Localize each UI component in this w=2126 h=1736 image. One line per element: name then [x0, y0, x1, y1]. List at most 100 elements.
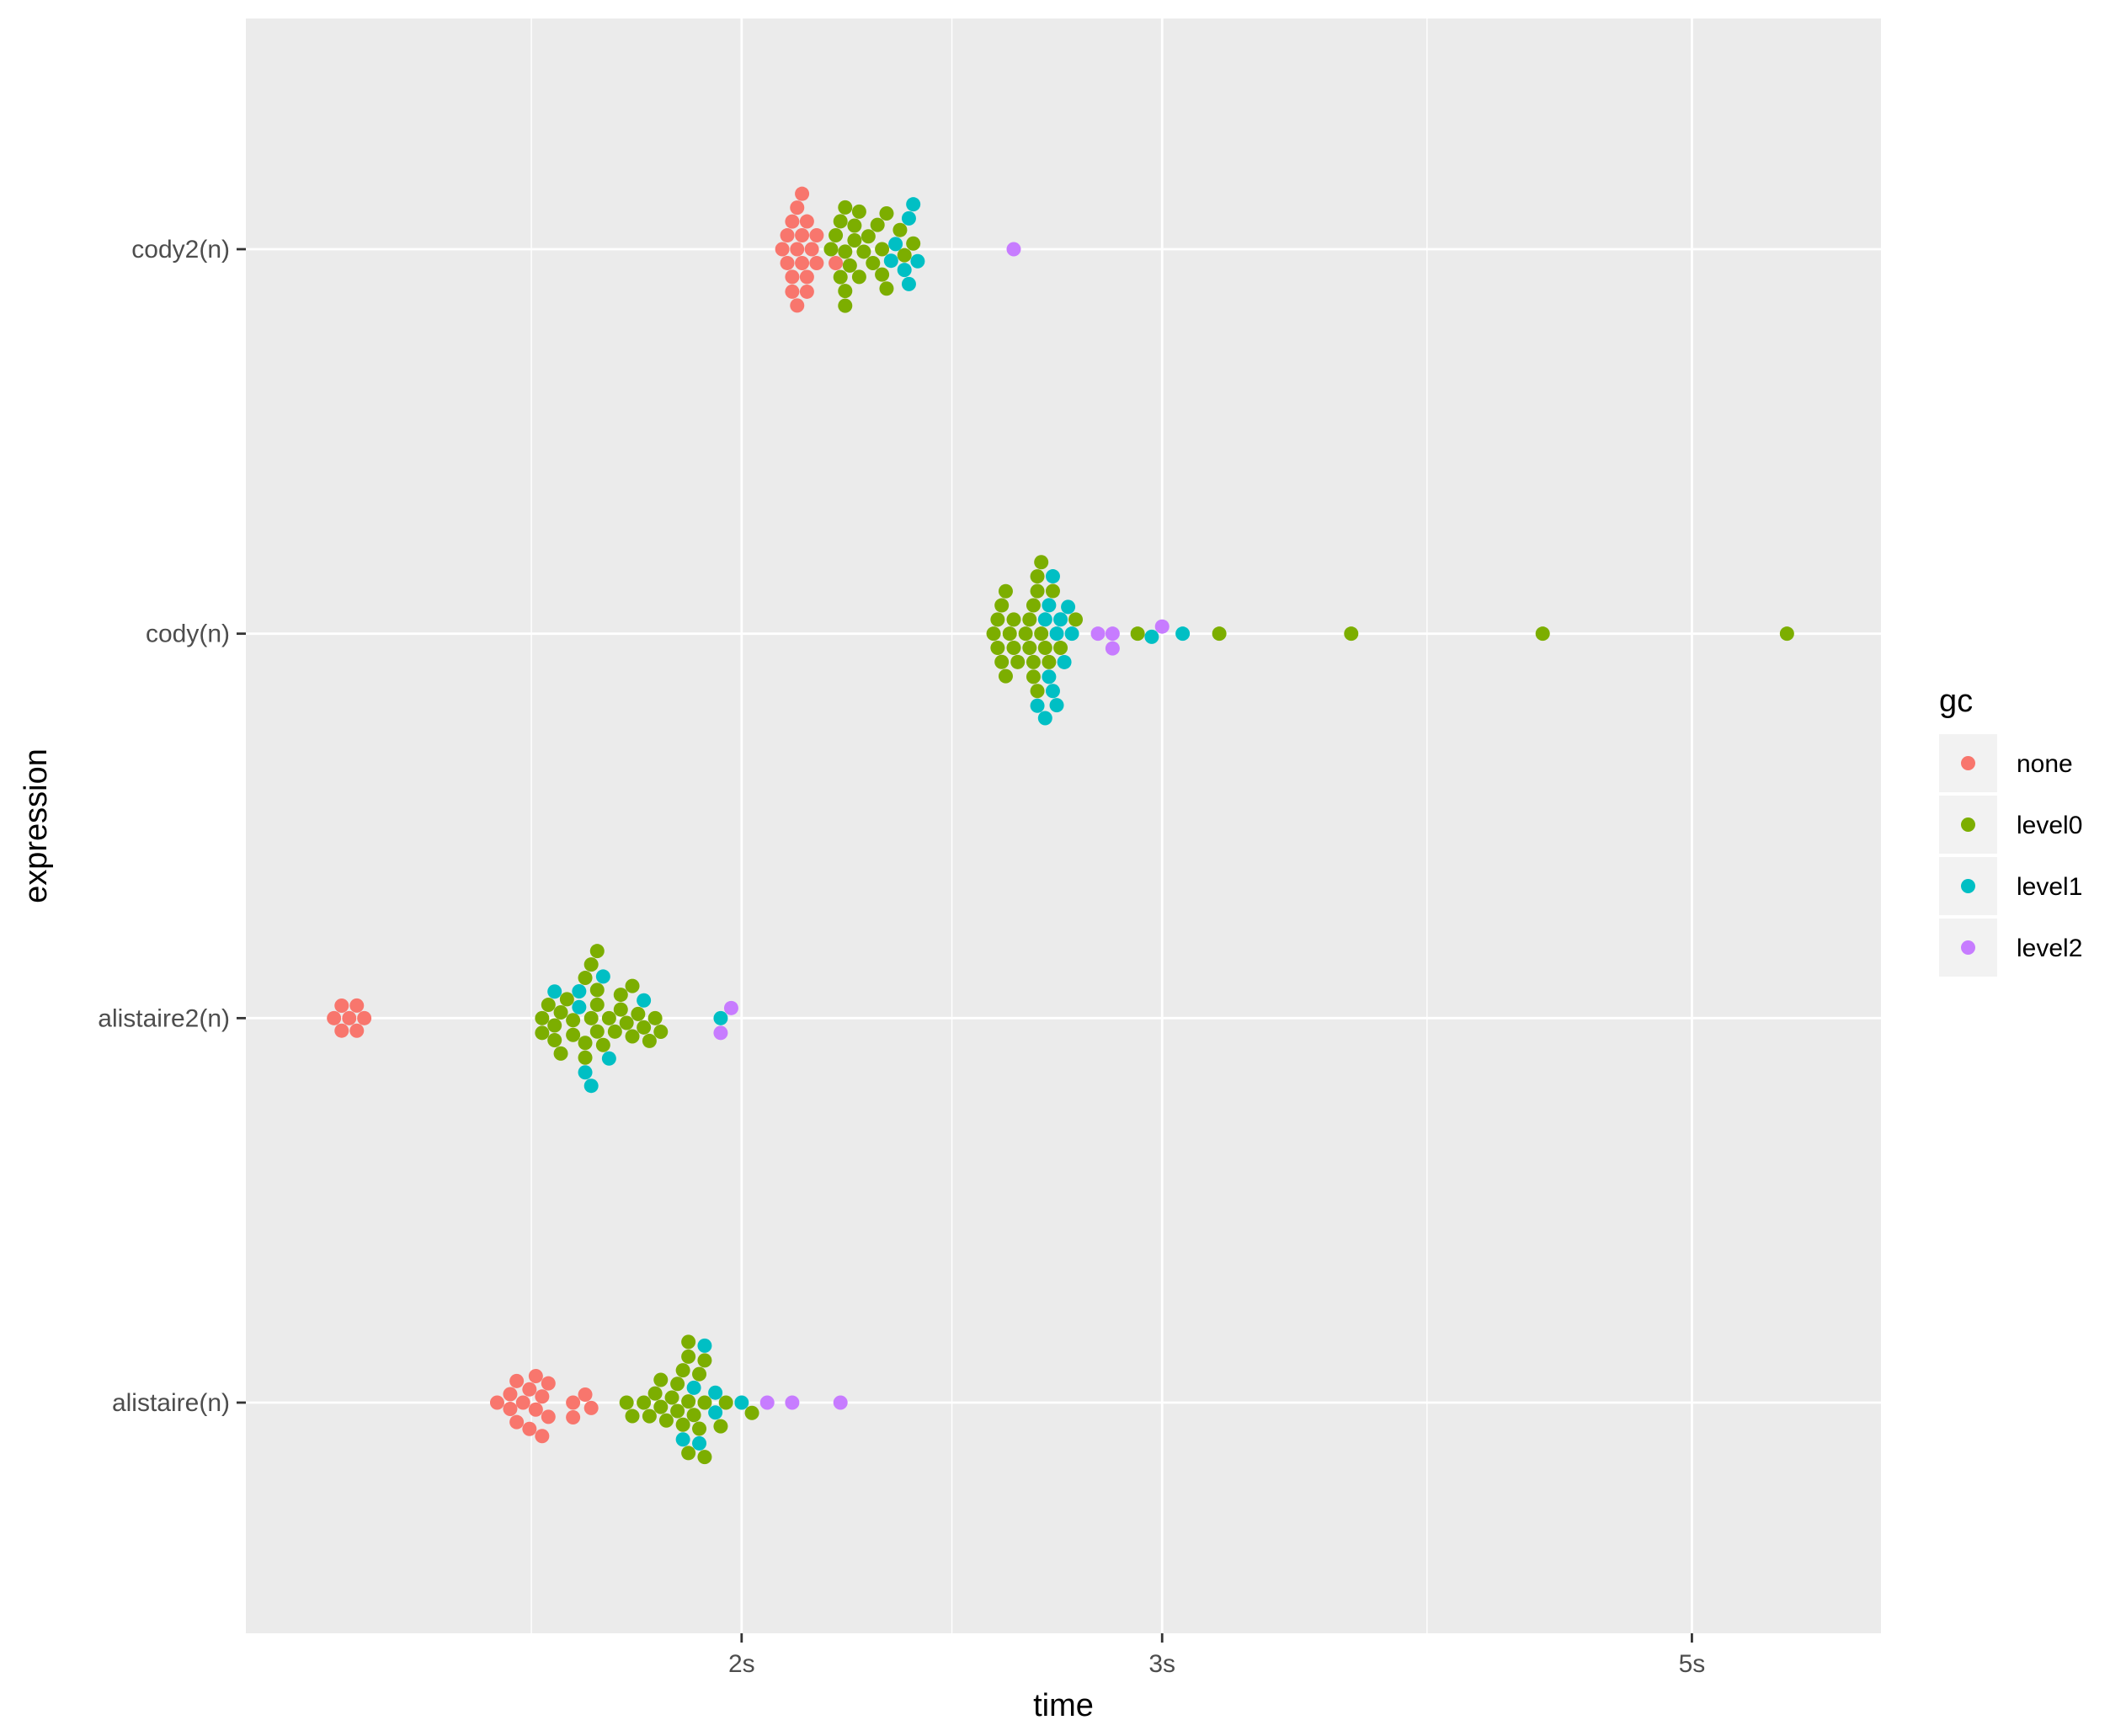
legend-title: gc — [1939, 684, 1973, 719]
point-level0 — [829, 227, 844, 242]
point-level2 — [723, 1000, 738, 1015]
point-level0 — [681, 1446, 696, 1461]
point-level0 — [647, 1010, 663, 1025]
point-level0 — [619, 1015, 634, 1030]
point-level0 — [1779, 626, 1794, 642]
point-level2 — [1105, 641, 1120, 656]
point-level1 — [1037, 612, 1052, 627]
point-level0 — [553, 1046, 568, 1061]
point-level1 — [1045, 569, 1060, 584]
point-level1 — [1042, 669, 1057, 684]
y-axis: alistaire(n) alistaire2(n) cody(n) cody2(n) — [98, 236, 246, 1417]
point-level0 — [686, 1408, 701, 1423]
point-level0 — [637, 1395, 652, 1410]
point-level0 — [842, 258, 857, 273]
point-none — [566, 1410, 581, 1424]
point-level2 — [759, 1395, 775, 1410]
point-level0 — [653, 1399, 669, 1414]
point-level1 — [595, 969, 610, 984]
point-level0 — [990, 640, 1005, 655]
point-level0 — [647, 1386, 663, 1401]
point-level0 — [906, 236, 921, 251]
point-none — [528, 1402, 543, 1417]
point-level0 — [553, 1005, 568, 1020]
point-level0 — [601, 1010, 616, 1025]
point-level0 — [595, 1037, 610, 1052]
point-none — [780, 228, 795, 243]
x-axis: 2s 3s 5s — [728, 1633, 1705, 1678]
point-level0 — [998, 668, 1013, 684]
point-none — [790, 298, 805, 313]
point-level0 — [1034, 555, 1049, 570]
point-level0 — [535, 1025, 550, 1041]
point-level0 — [697, 1450, 712, 1465]
point-level2 — [1090, 626, 1106, 642]
point-level0 — [566, 1027, 581, 1042]
point-none — [583, 1400, 599, 1415]
y-axis-title: expression — [19, 748, 54, 903]
point-none — [795, 255, 810, 270]
point-level0 — [847, 232, 862, 248]
point-none — [799, 214, 814, 229]
point-level0 — [1026, 669, 1041, 684]
point-level0 — [653, 1372, 669, 1387]
point-level0 — [838, 200, 853, 215]
point-level1 — [583, 1078, 599, 1094]
point-level0 — [1068, 612, 1084, 627]
legend-label-level1: level1 — [2017, 873, 2082, 901]
point-level0 — [1034, 626, 1049, 642]
point-level0 — [541, 998, 556, 1013]
point-level0 — [875, 242, 890, 257]
point-level0 — [1026, 654, 1041, 669]
point-level1 — [1049, 626, 1064, 642]
point-level0 — [1002, 626, 1017, 642]
point-level0 — [631, 1006, 646, 1021]
legend-key-point — [1961, 879, 1975, 893]
point-level0 — [718, 1395, 733, 1410]
point-level0 — [847, 218, 862, 233]
point-level1 — [910, 253, 925, 269]
point-level0 — [559, 992, 574, 1007]
point-level0 — [1042, 654, 1057, 669]
point-level0 — [675, 1417, 690, 1432]
point-none — [780, 255, 795, 270]
point-level0 — [823, 242, 839, 257]
point-level0 — [1018, 626, 1033, 642]
point-level0 — [851, 204, 866, 219]
plot-panel — [246, 19, 1881, 1633]
point-level2 — [833, 1395, 848, 1410]
point-level1 — [906, 197, 921, 212]
point-none — [509, 1373, 525, 1388]
point-level0 — [1053, 641, 1068, 656]
point-level0 — [713, 1419, 728, 1434]
point-none — [334, 1023, 349, 1038]
data-points — [327, 186, 1794, 1465]
point-level1 — [708, 1385, 723, 1400]
point-level1 — [883, 253, 898, 269]
point-level0 — [892, 222, 908, 237]
point-level0 — [861, 229, 876, 244]
point-level1 — [888, 237, 903, 252]
point-level0 — [998, 583, 1013, 599]
legend-key-point — [1961, 940, 1975, 955]
point-level0 — [1344, 626, 1359, 642]
point-level0 — [681, 1334, 696, 1350]
point-none — [795, 186, 810, 201]
point-none — [790, 242, 805, 257]
point-level1 — [1053, 612, 1068, 627]
point-level0 — [1030, 569, 1045, 584]
point-none — [528, 1369, 543, 1384]
point-level0 — [744, 1405, 759, 1420]
point-level0 — [642, 1033, 657, 1048]
legend-key-point — [1961, 817, 1975, 832]
point-level0 — [990, 612, 1005, 627]
point-level1 — [1057, 654, 1072, 669]
point-level0 — [838, 284, 853, 299]
point-level0 — [1022, 641, 1037, 656]
point-none — [829, 256, 844, 271]
point-none — [799, 269, 814, 285]
point-none — [785, 284, 800, 299]
point-level0 — [589, 1024, 605, 1039]
point-none — [809, 256, 824, 270]
point-level0 — [692, 1366, 707, 1382]
